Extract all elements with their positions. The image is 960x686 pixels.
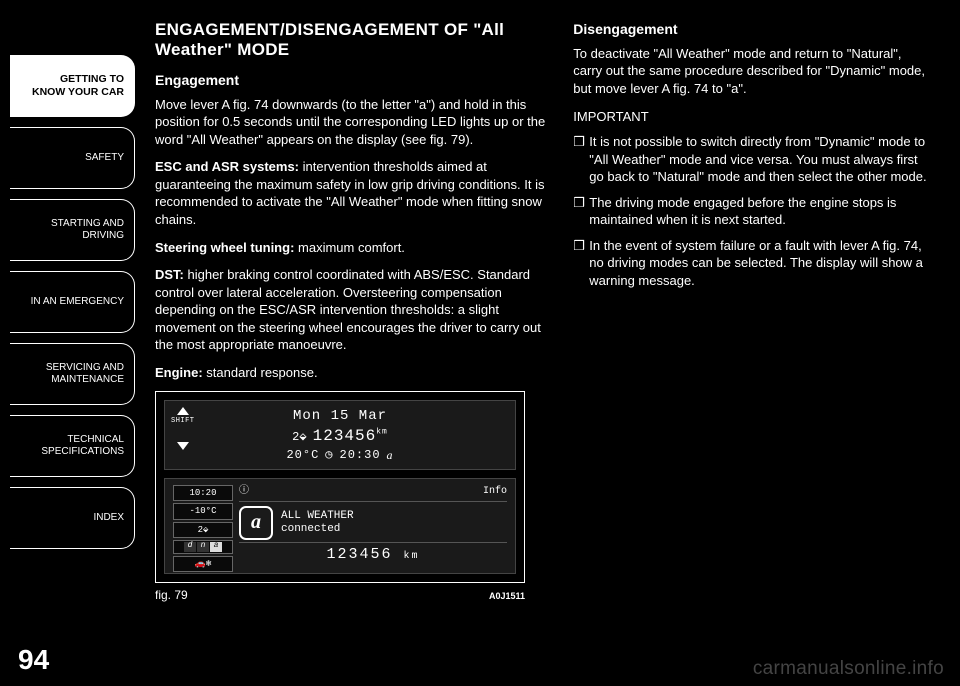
shift-label: SHIFT: [171, 417, 195, 426]
tab-label: GETTING TO KNOW YOUR CAR: [32, 73, 124, 98]
dst-text: DST: higher braking control coordinated …: [155, 266, 549, 354]
display-clock: 20:30: [340, 447, 381, 463]
column-left: ENGAGEMENT/DISENGAGEMENT OF "All Weather…: [155, 20, 549, 676]
tab-label: INDEX: [93, 512, 124, 524]
watermark: carmanualsonline.info: [753, 658, 944, 680]
info-icon: ⓘ: [239, 485, 249, 499]
engine-body: standard response.: [203, 365, 318, 380]
esc-asr-label: ESC and ASR systems:: [155, 159, 299, 174]
tab-getting-to-know[interactable]: GETTING TO KNOW YOUR CAR: [10, 55, 135, 117]
page-number: 94: [18, 644, 135, 676]
bullet-text: It is not possible to switch directly fr…: [589, 133, 930, 186]
shift-up-icon: [177, 407, 189, 415]
heading-disengagement: Disengagement: [573, 20, 930, 39]
heading-engagement: Engagement: [155, 71, 549, 90]
tab-emergency[interactable]: IN AN EMERGENCY: [10, 271, 135, 333]
tab-label: IN AN EMERGENCY: [31, 296, 124, 308]
bullet-3: ❒In the event of system failure or a fau…: [573, 237, 930, 290]
tab-servicing[interactable]: SERVICING AND MAINTENANCE: [10, 343, 135, 405]
display-top: SHIFT Mon 15 Mar 2⬙ 123456km 20°C ◷ 20:3…: [164, 400, 516, 470]
display-left-panel: 10:20 -10°C 2⬙ dna 🚗❄: [173, 485, 233, 567]
bullet-1: ❒It is not possible to switch directly f…: [573, 133, 930, 186]
bullet-2: ❒The driving mode engaged before the eng…: [573, 194, 930, 229]
display-right-panel: ⓘ Info a ALL WEATHER connected 123456 km: [233, 485, 507, 567]
bullet-mark: ❒: [573, 133, 589, 186]
bullet-mark: ❒: [573, 237, 589, 290]
content: ENGAGEMENT/DISENGAGEMENT OF "All Weather…: [135, 20, 930, 676]
clock-icon: ◷: [325, 447, 333, 463]
tab-label: STARTING AND DRIVING: [51, 218, 124, 242]
tab-safety[interactable]: SAFETY: [10, 127, 135, 189]
display-mode-glyph: a: [387, 447, 394, 463]
display-odometer: 123456km: [313, 426, 388, 448]
engagement-text: Move lever A fig. 74 downwards (to the l…: [155, 96, 549, 149]
shift-down-icon: [177, 442, 189, 450]
tab-starting-driving[interactable]: STARTING AND DRIVING: [10, 199, 135, 261]
dst-body: higher braking control coordinated with …: [155, 267, 541, 352]
tab-label: TECHNICAL SPECIFICATIONS: [41, 434, 124, 458]
steering-body: maximum comfort.: [294, 240, 405, 255]
mode-line2: connected: [281, 523, 354, 536]
engine-text: Engine: standard response.: [155, 364, 549, 382]
figure-79: SHIFT Mon 15 Mar 2⬙ 123456km 20°C ◷ 20:3…: [155, 391, 525, 583]
figure-code: A0J1511: [489, 590, 525, 602]
display-gear2: 2⬙: [173, 522, 233, 538]
tab-label: SERVICING AND MAINTENANCE: [46, 362, 124, 386]
display-bottom: 10:20 -10°C 2⬙ dna 🚗❄ ⓘ Info: [164, 478, 516, 574]
display-time: 10:20: [173, 485, 233, 501]
display-gear: 2⬙: [292, 429, 306, 445]
engine-label: Engine:: [155, 365, 203, 380]
display-odometer2: 123456 km: [239, 542, 507, 567]
section-title: ENGAGEMENT/DISENGAGEMENT OF "All Weather…: [155, 20, 549, 61]
mode-icon: a: [239, 506, 273, 540]
steering-text: Steering wheel tuning: maximum comfort.: [155, 239, 549, 257]
bullet-mark: ❒: [573, 194, 589, 229]
column-right: Disengagement To deactivate "All Weather…: [573, 20, 930, 676]
tab-technical[interactable]: TECHNICAL SPECIFICATIONS: [10, 415, 135, 477]
display-dna: dna: [173, 540, 233, 554]
mode-line1: ALL WEATHER: [281, 510, 354, 523]
bullet-text: The driving mode engaged before the engi…: [589, 194, 930, 229]
tab-index[interactable]: INDEX: [10, 487, 135, 549]
esc-asr-text: ESC and ASR systems: intervention thresh…: [155, 158, 549, 228]
info-label: Info: [483, 485, 507, 499]
steering-label: Steering wheel tuning:: [155, 240, 294, 255]
display-temp: 20°C: [286, 447, 319, 463]
figure-caption: fig. 79: [155, 587, 188, 603]
tab-label: SAFETY: [85, 152, 124, 164]
bullet-text: In the event of system failure or a faul…: [589, 237, 930, 290]
display-date: Mon 15 Mar: [293, 407, 387, 426]
display-car-icon: 🚗❄: [173, 556, 233, 572]
sidebar: GETTING TO KNOW YOUR CAR SAFETY STARTING…: [10, 20, 135, 676]
important-label: IMPORTANT: [573, 108, 930, 126]
dst-label: DST:: [155, 267, 184, 282]
disengagement-text: To deactivate "All Weather" mode and ret…: [573, 45, 930, 98]
display-temp2: -10°C: [173, 503, 233, 519]
